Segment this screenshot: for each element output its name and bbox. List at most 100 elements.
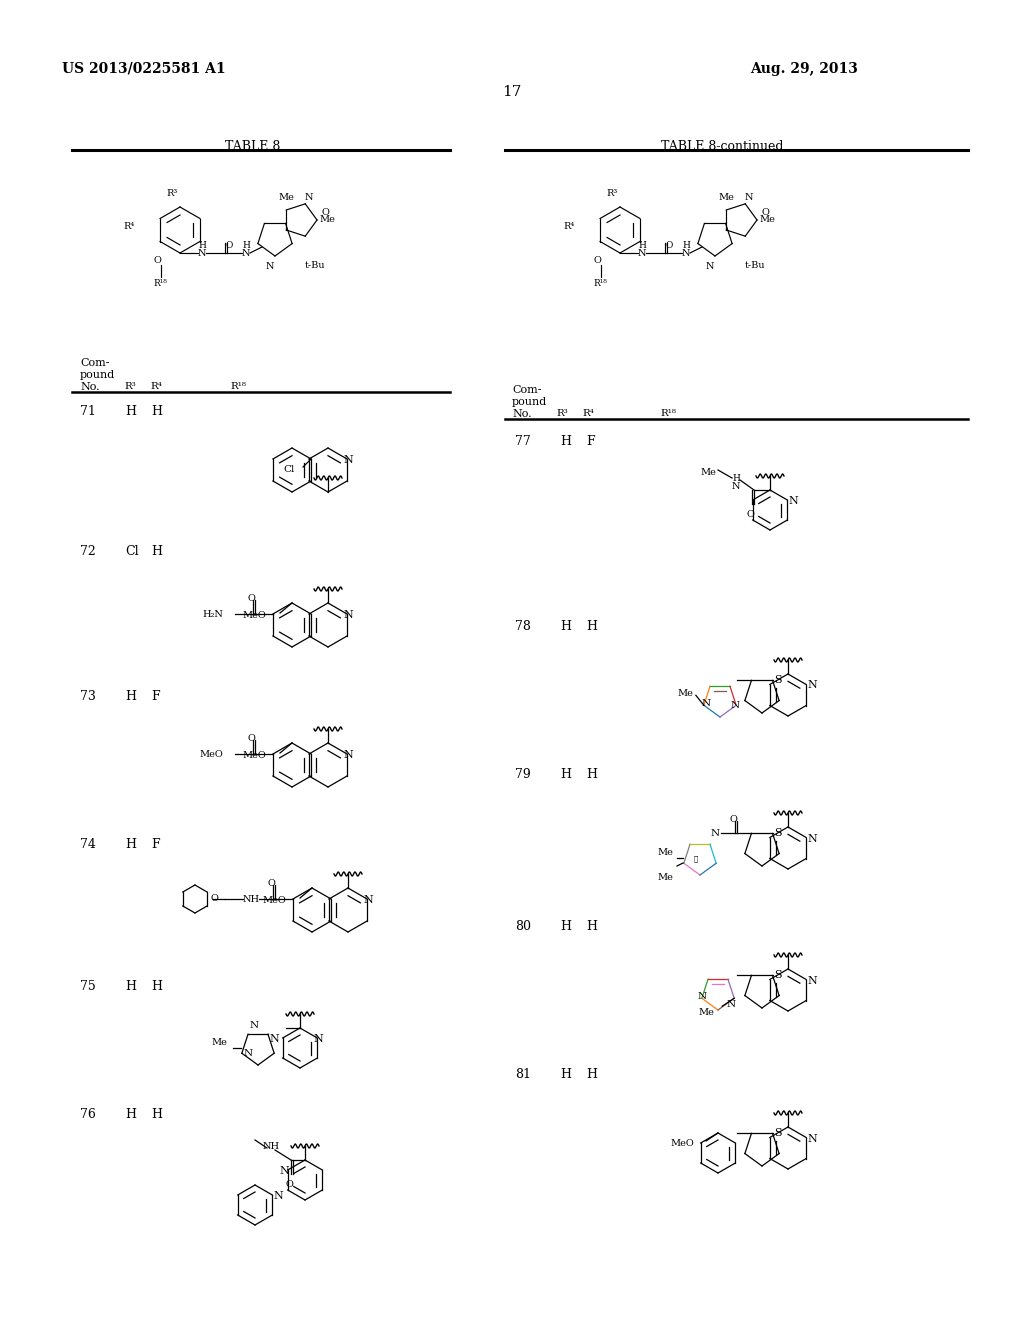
Text: O: O — [594, 256, 602, 265]
Text: TABLE 8-continued: TABLE 8-continued — [660, 140, 783, 153]
Text: US 2013/0225581 A1: US 2013/0225581 A1 — [62, 62, 225, 77]
Text: R⁴: R⁴ — [124, 222, 135, 231]
Text: N: N — [745, 193, 754, 202]
Text: 80: 80 — [515, 920, 531, 933]
Text: N: N — [706, 261, 715, 271]
Text: H: H — [125, 690, 136, 704]
Text: N: N — [788, 496, 798, 506]
Text: NH: NH — [262, 1142, 280, 1151]
Text: Me: Me — [759, 215, 775, 224]
Text: N: N — [726, 1001, 735, 1010]
Text: N: N — [266, 261, 274, 271]
Text: t-Bu: t-Bu — [745, 261, 766, 271]
Text: N: N — [280, 1166, 290, 1176]
Text: F: F — [151, 690, 160, 704]
Text: H: H — [586, 768, 597, 781]
Text: H: H — [125, 405, 136, 418]
Text: H: H — [682, 242, 690, 249]
Text: O: O — [247, 734, 255, 743]
Text: R⁴: R⁴ — [150, 381, 162, 391]
Text: pound: pound — [80, 370, 116, 380]
Text: N: N — [244, 1049, 253, 1059]
Text: O: O — [322, 209, 330, 216]
Text: S: S — [774, 829, 782, 838]
Text: N: N — [701, 700, 711, 709]
Text: MeO: MeO — [242, 611, 266, 620]
Text: No.: No. — [80, 381, 99, 392]
Text: Me: Me — [700, 469, 716, 477]
Text: H: H — [242, 242, 250, 249]
Text: NH: NH — [243, 895, 259, 904]
Text: N: N — [242, 249, 251, 257]
Text: R³: R³ — [166, 189, 177, 198]
Text: H: H — [586, 1068, 597, 1081]
Text: O: O — [225, 242, 232, 249]
Text: No.: No. — [512, 409, 531, 418]
Text: H₂N: H₂N — [202, 610, 223, 619]
Text: N: N — [269, 1034, 280, 1044]
Text: O: O — [746, 510, 754, 519]
Text: S: S — [774, 1129, 782, 1138]
Text: N: N — [364, 895, 373, 906]
Text: 77: 77 — [515, 436, 530, 447]
Text: R³: R³ — [556, 409, 567, 418]
Text: Me: Me — [698, 1008, 714, 1018]
Text: O: O — [285, 1180, 293, 1189]
Text: t-Bu: t-Bu — [305, 261, 326, 271]
Text: 17: 17 — [503, 84, 521, 99]
Text: H: H — [125, 1107, 136, 1121]
Text: O: O — [267, 879, 274, 888]
Text: 76: 76 — [80, 1107, 96, 1121]
Text: TABLE 8: TABLE 8 — [225, 140, 281, 153]
Text: O: O — [729, 816, 737, 825]
Text: Me: Me — [657, 873, 673, 882]
Text: N: N — [343, 610, 353, 620]
Text: H: H — [638, 242, 646, 249]
Text: H: H — [560, 620, 571, 634]
Text: N: N — [697, 993, 707, 1002]
Text: MeO: MeO — [262, 896, 286, 906]
Text: H: H — [151, 1107, 162, 1121]
Text: H: H — [151, 979, 162, 993]
Text: pound: pound — [512, 397, 547, 407]
Text: N: N — [273, 1191, 283, 1201]
Text: R⁴: R⁴ — [564, 222, 575, 231]
Text: 72: 72 — [80, 545, 96, 558]
Text: R¹⁸: R¹⁸ — [660, 409, 676, 418]
Text: R¹⁸: R¹⁸ — [153, 279, 167, 288]
Text: N: N — [682, 249, 690, 257]
Text: N: N — [807, 681, 817, 690]
Text: Me: Me — [278, 193, 294, 202]
Text: S: S — [774, 970, 782, 981]
Text: H: H — [151, 545, 162, 558]
Text: N: N — [343, 455, 353, 465]
Text: N: N — [732, 482, 740, 491]
Text: MeO: MeO — [670, 1139, 694, 1148]
Text: H: H — [151, 405, 162, 418]
Text: N: N — [198, 249, 207, 257]
Text: Me: Me — [657, 847, 673, 857]
Text: S: S — [774, 676, 782, 685]
Text: N: N — [807, 1134, 817, 1143]
Text: O: O — [211, 894, 219, 903]
Text: H: H — [560, 920, 571, 933]
Text: 78: 78 — [515, 620, 530, 634]
Text: 74: 74 — [80, 838, 96, 851]
Text: Me: Me — [319, 215, 335, 224]
Text: N: N — [638, 249, 646, 257]
Text: H: H — [560, 436, 571, 447]
Text: O: O — [247, 594, 255, 603]
Text: N: N — [807, 975, 817, 986]
Text: Com-: Com- — [80, 358, 110, 368]
Text: R³: R³ — [606, 189, 617, 198]
Text: H: H — [125, 838, 136, 851]
Text: N: N — [313, 1034, 324, 1044]
Text: R³: R³ — [124, 381, 136, 391]
Text: N: N — [711, 829, 720, 838]
Text: Com-: Com- — [512, 385, 542, 395]
Text: H: H — [586, 620, 597, 634]
Text: O: O — [154, 256, 162, 265]
Text: H: H — [732, 474, 740, 483]
Text: H: H — [198, 242, 206, 249]
Text: 81: 81 — [515, 1068, 531, 1081]
